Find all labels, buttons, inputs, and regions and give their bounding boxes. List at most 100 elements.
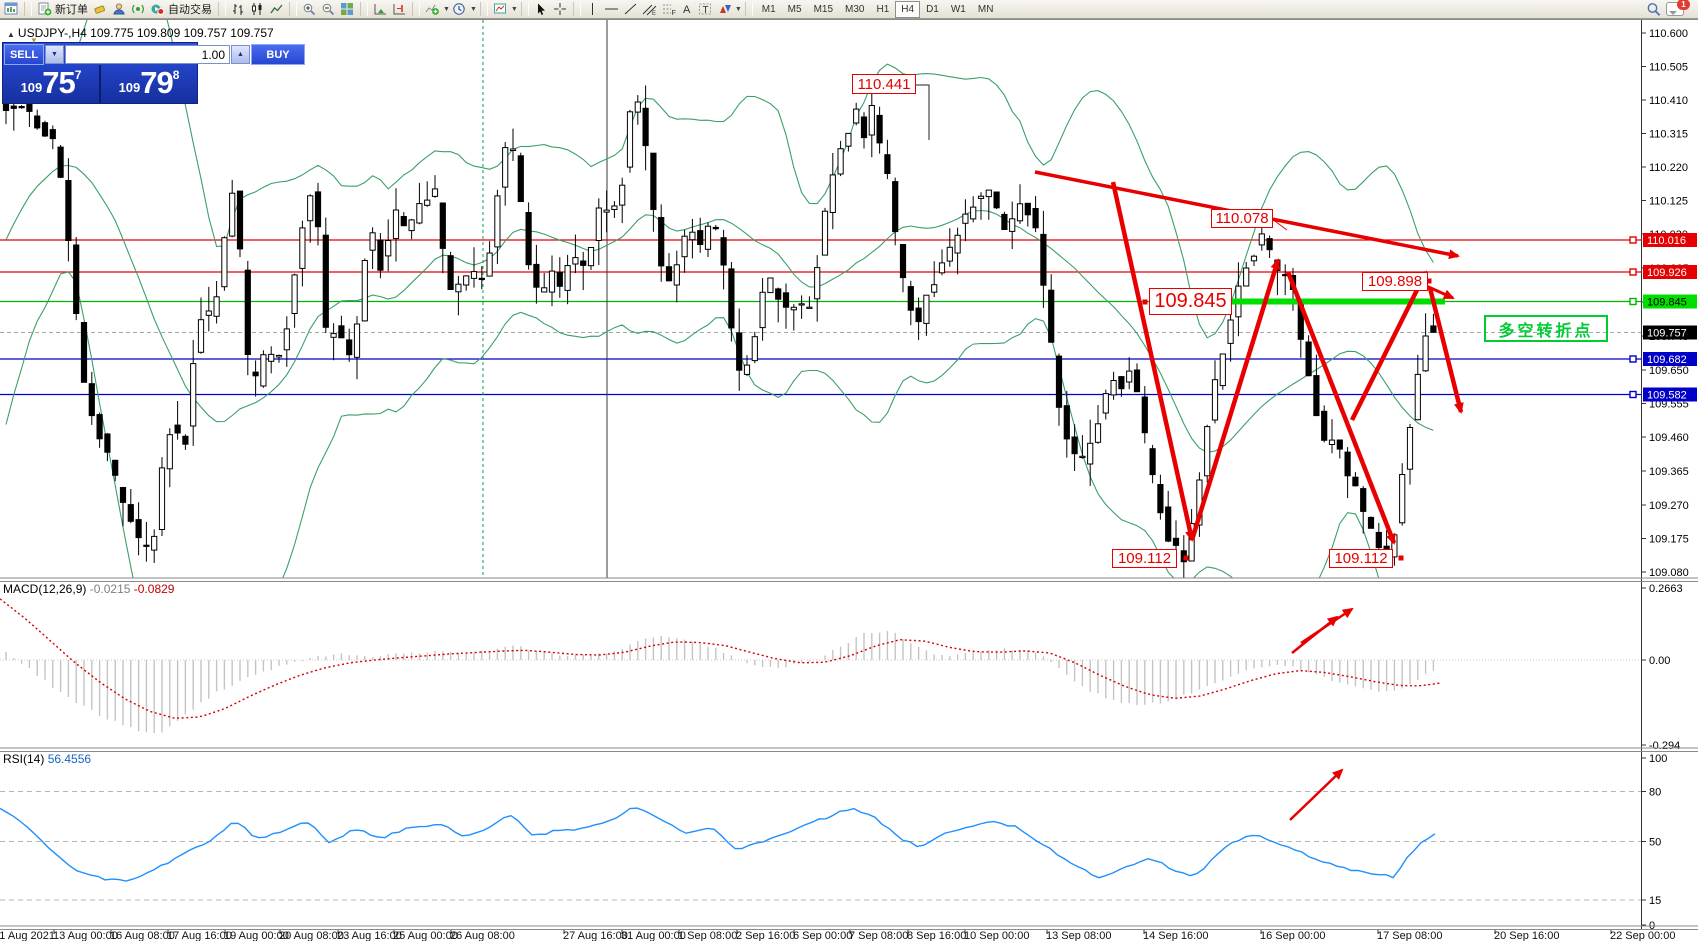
svg-text:26 Aug 08:00: 26 Aug 08:00 xyxy=(450,930,515,941)
svg-text:13 Sep 08:00: 13 Sep 08:00 xyxy=(1046,930,1111,941)
trendline-icon[interactable] xyxy=(621,1,640,18)
candlestick-chart-icon[interactable] xyxy=(248,1,267,18)
timeframe-button-d1[interactable]: D1 xyxy=(926,3,939,15)
templates-dropdown-icon[interactable]: ▼ xyxy=(510,5,518,13)
new-chart-icon[interactable] xyxy=(2,1,21,18)
price-annotation-label[interactable]: 109.112 xyxy=(1112,549,1177,568)
svg-text:16 Aug 08:00: 16 Aug 08:00 xyxy=(110,930,175,941)
svg-text:110.600: 110.600 xyxy=(1649,28,1688,40)
trend-turning-point-note[interactable]: 多空转折点 xyxy=(1484,315,1608,342)
timeframe-button-m1[interactable]: M1 xyxy=(761,3,776,15)
toolbar-separator xyxy=(360,2,368,16)
tile-windows-icon[interactable] xyxy=(338,1,357,18)
channel-icon[interactable]: E xyxy=(640,1,659,18)
svg-text:15: 15 xyxy=(1649,895,1661,907)
indicators-dropdown-icon[interactable]: ▼ xyxy=(443,5,450,13)
timeframe-button-m30[interactable]: M30 xyxy=(845,3,865,15)
periods-clock-icon[interactable] xyxy=(450,1,469,18)
svg-text:109.080: 109.080 xyxy=(1649,567,1689,579)
templates-icon[interactable] xyxy=(491,1,510,18)
buy-price-handle: 109 xyxy=(118,80,141,95)
new-order-button[interactable]: 新订单 xyxy=(55,4,88,16)
periods-dropdown-icon[interactable]: ▼ xyxy=(469,5,477,13)
svg-text:109.175: 109.175 xyxy=(1649,534,1689,546)
svg-text:25 Aug 00:00: 25 Aug 00:00 xyxy=(393,930,458,941)
indicators-icon[interactable] xyxy=(423,1,442,18)
auto-scroll-icon[interactable] xyxy=(371,1,390,18)
toolbar-separator xyxy=(520,2,529,16)
search-icon[interactable] xyxy=(1644,1,1664,18)
buy-button[interactable]: BUY xyxy=(251,44,305,65)
svg-text:80: 80 xyxy=(1649,787,1661,799)
cursor-icon[interactable] xyxy=(532,1,551,18)
auto-trading-button[interactable]: 自动交易 xyxy=(168,4,212,16)
svg-text:17 Aug 16:00: 17 Aug 16:00 xyxy=(167,930,232,941)
price-annotation-label[interactable]: 109.898 xyxy=(1362,272,1428,291)
horizontal-line-icon[interactable] xyxy=(602,1,621,18)
bar-chart-icon[interactable] xyxy=(229,1,248,18)
zoom-in-icon[interactable] xyxy=(300,1,319,18)
svg-text:13 Aug 00:00: 13 Aug 00:00 xyxy=(53,930,118,941)
arrows-dropdown-icon[interactable]: ▼ xyxy=(734,5,742,13)
text-label-icon[interactable]: T xyxy=(696,1,715,18)
volume-input[interactable] xyxy=(65,45,230,64)
price-annotation-label[interactable]: 110.078 xyxy=(1211,209,1273,228)
eraser-icon[interactable] xyxy=(91,1,110,18)
chart-shift-icon[interactable] xyxy=(390,1,409,18)
price-annotation-label[interactable]: 109.112 xyxy=(1329,549,1393,568)
price-axis[interactable]: 110.600 110.505 110.410 110.315 110.220 110.1… xyxy=(1641,19,1698,932)
toolbar: 新订单 自动交易 ▼ ▼ ▼ E F A T ▼ xyxy=(0,0,1698,19)
sell-button[interactable]: SELL xyxy=(4,44,44,65)
svg-text:0.2663: 0.2663 xyxy=(1649,583,1683,595)
crosshair-icon[interactable] xyxy=(551,1,570,18)
svg-text:109.270: 109.270 xyxy=(1649,500,1689,512)
signal-icon[interactable] xyxy=(129,1,148,18)
text-icon[interactable]: A xyxy=(678,1,696,18)
toolbar-separator xyxy=(744,2,753,16)
svg-text:109.926: 109.926 xyxy=(1647,267,1687,279)
timeframe-button-w1[interactable]: W1 xyxy=(950,3,966,15)
svg-text:16 Sep 00:00: 16 Sep 00:00 xyxy=(1260,930,1325,941)
volume-decrease-button[interactable]: ▼ xyxy=(45,45,64,64)
notification-badge: 1 xyxy=(1677,0,1690,10)
panel-collapse-icon[interactable]: ▼ xyxy=(30,36,38,45)
sell-price-sup: 7 xyxy=(74,68,82,82)
timeframe-button-mn[interactable]: MN xyxy=(977,3,994,15)
volume-increase-button[interactable]: ▲ xyxy=(231,45,250,64)
svg-text:100: 100 xyxy=(1649,753,1667,765)
timeframe-button-h4[interactable]: H4 xyxy=(895,0,921,18)
svg-text:31 Aug 00:00: 31 Aug 00:00 xyxy=(621,930,686,941)
svg-text:20 Aug 08:00: 20 Aug 08:00 xyxy=(279,930,344,941)
svg-text:110.016: 110.016 xyxy=(1647,235,1686,247)
notifications-button[interactable]: 1 xyxy=(1664,0,1690,18)
svg-text:110.220: 110.220 xyxy=(1649,162,1688,174)
timeframe-button-h1[interactable]: H1 xyxy=(876,3,890,15)
timeframe-button-m15[interactable]: M15 xyxy=(813,3,834,15)
arrows-icon[interactable] xyxy=(715,1,734,18)
chart-marker-icon: ▲ xyxy=(7,30,15,39)
toolbar-separator xyxy=(289,2,297,16)
svg-text:7 Sep 08:00: 7 Sep 08:00 xyxy=(849,930,908,941)
svg-text:1 Sep 08:00: 1 Sep 08:00 xyxy=(678,930,737,941)
sell-price-big: 75 xyxy=(42,65,75,100)
line-chart-icon[interactable] xyxy=(267,1,286,18)
svg-text:109.650: 109.650 xyxy=(1649,365,1689,377)
fibonacci-icon[interactable]: F xyxy=(659,1,678,18)
sell-price-handle: 109 xyxy=(20,80,43,95)
profile-icon[interactable] xyxy=(110,1,129,18)
timeframe-bar: M1 M5 M15 M30 H1 H4 D1 W1 MN xyxy=(756,0,1000,18)
toolbar-separator xyxy=(479,2,488,16)
buy-price[interactable]: 109 79 8 xyxy=(101,65,197,103)
svg-text:6 Sep 00:00: 6 Sep 00:00 xyxy=(793,930,852,941)
vertical-line-icon[interactable] xyxy=(584,1,602,18)
price-annotation-label[interactable]: 109.845 xyxy=(1149,288,1232,315)
new-order-icon[interactable] xyxy=(35,1,54,18)
price-annotation-label[interactable]: 110.441 xyxy=(852,74,916,94)
timeframe-button-m5[interactable]: M5 xyxy=(787,3,802,15)
auto-trading-icon[interactable] xyxy=(148,1,167,18)
zoom-out-icon[interactable] xyxy=(319,1,338,18)
sell-price[interactable]: 109 75 7 xyxy=(3,65,101,103)
